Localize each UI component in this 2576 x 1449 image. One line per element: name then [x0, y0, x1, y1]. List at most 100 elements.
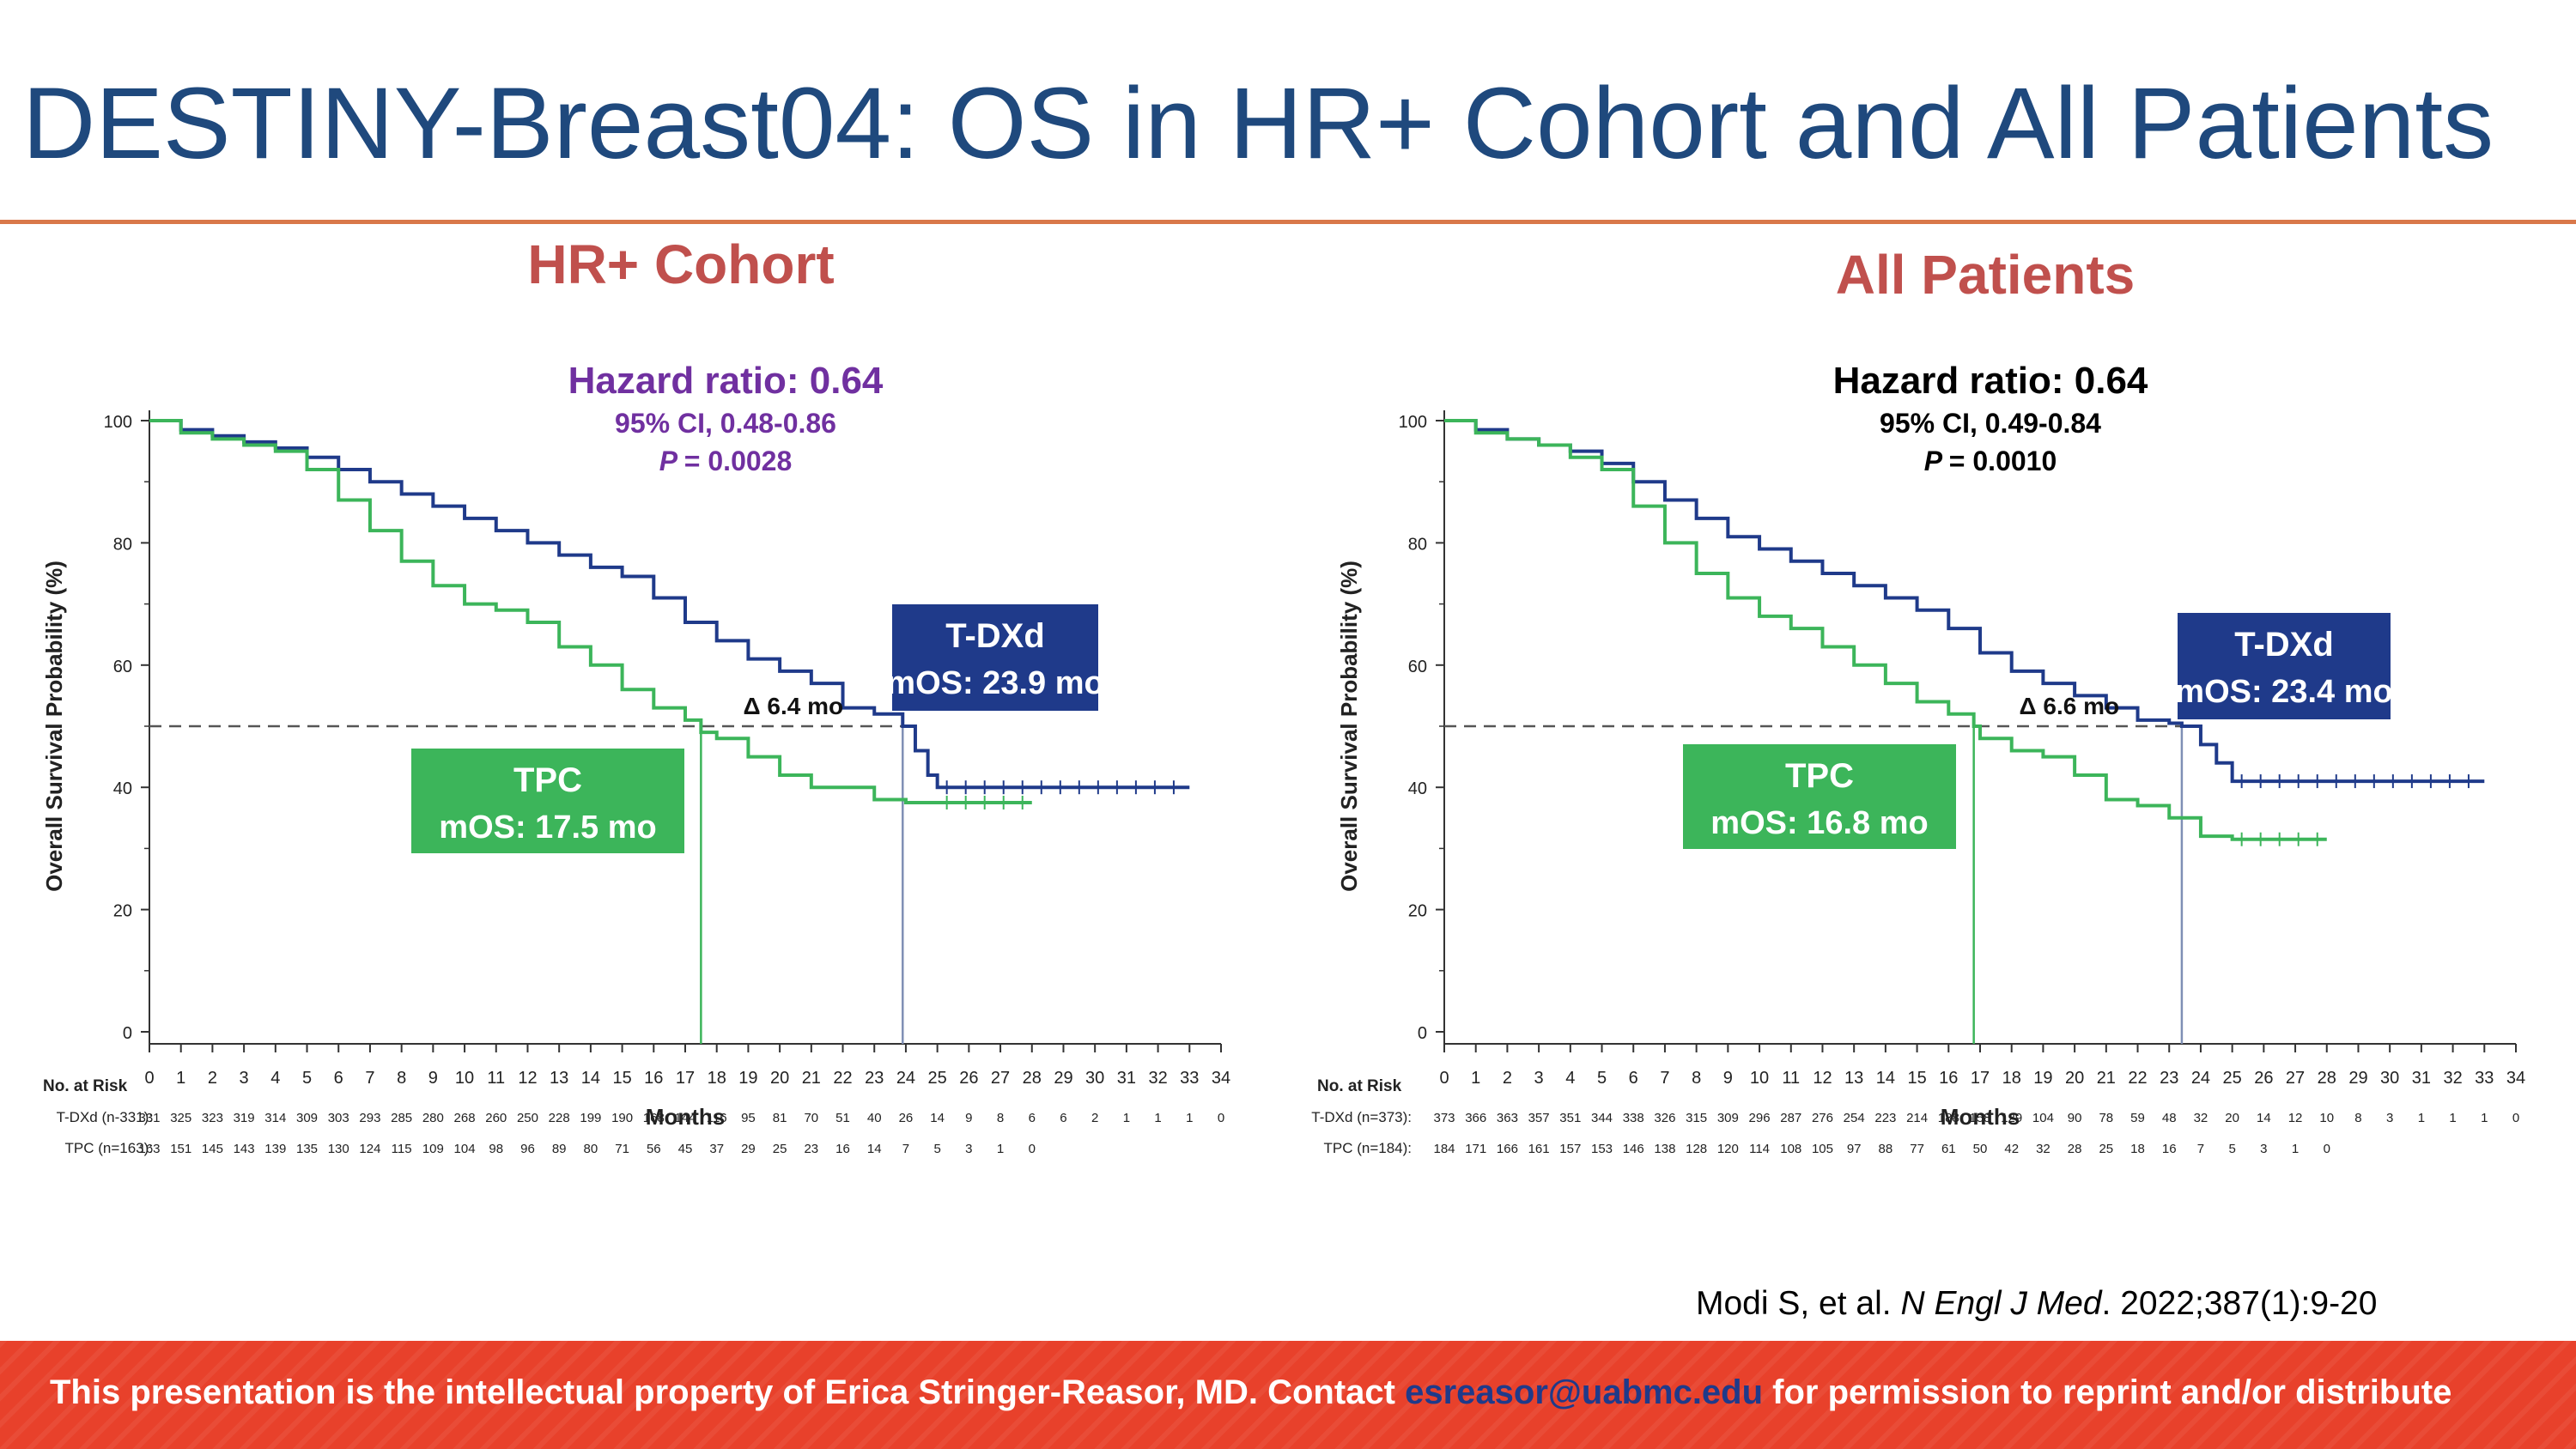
slide-title: DESTINY-Breast04: OS in HR+ Cohort and A… [22, 67, 2494, 180]
hazard-ratio-label: Hazard ratio: 0.64 [568, 360, 884, 402]
x-tick-label: 9 [1723, 1069, 1733, 1088]
citation-journal: N Engl J Med [1900, 1285, 2102, 1322]
risk-count: 45 [678, 1142, 693, 1156]
x-axis-label: Months [1941, 1104, 2020, 1130]
citation: Modi S, et al. N Engl J Med. 2022;387(1)… [1696, 1285, 2377, 1323]
risk-count: 309 [1717, 1111, 1739, 1125]
x-tick-label: 24 [2191, 1069, 2210, 1088]
x-tick-label: 1 [176, 1069, 185, 1088]
x-tick-label: 8 [1692, 1069, 1701, 1088]
risk-count: 1 [1154, 1111, 1161, 1125]
x-tick-label: 20 [2065, 1069, 2084, 1088]
risk-count: 331 [138, 1111, 160, 1125]
x-tick-label: 22 [2128, 1069, 2147, 1088]
x-axis-label: Months [646, 1104, 725, 1130]
x-tick-label: 5 [302, 1069, 312, 1088]
tpc-box-title: TPC [513, 761, 582, 799]
risk-count: 9 [965, 1111, 972, 1125]
risk-count: 120 [1717, 1142, 1739, 1156]
x-tick-label: 22 [833, 1069, 852, 1088]
risk-count: 109 [422, 1142, 444, 1156]
x-tick-label: 9 [428, 1069, 438, 1088]
risk-count: 145 [202, 1142, 223, 1156]
risk-count: 314 [264, 1111, 286, 1125]
risk-count: 18 [2130, 1142, 2145, 1156]
y-axis-label: Overall Survival Probability (%) [1336, 561, 1362, 892]
x-tick-label: 10 [455, 1069, 474, 1088]
risk-count: 163 [138, 1142, 160, 1156]
hazard-ratio-label: Hazard ratio: 0.64 [1833, 360, 2148, 402]
p-value-text: = 0.0010 [1949, 446, 2057, 476]
y-tick-label: 80 [1408, 535, 1427, 554]
risk-count: 6 [1060, 1111, 1066, 1125]
x-tick-label: 12 [1813, 1069, 1832, 1088]
risk-count: 14 [867, 1142, 882, 1156]
risk-count: 77 [1910, 1142, 1924, 1156]
risk-count: 130 [328, 1142, 349, 1156]
risk-count: 97 [1847, 1142, 1862, 1156]
y-tick-label: 20 [113, 902, 132, 921]
risk-count: 260 [485, 1111, 507, 1125]
x-tick-label: 21 [802, 1069, 821, 1088]
risk-count: 161 [1528, 1142, 1550, 1156]
footer-email-link[interactable]: esreasor@uabmc.edu [1405, 1373, 1764, 1411]
x-tick-label: 27 [2286, 1069, 2305, 1088]
risk-count: 5 [2228, 1142, 2235, 1156]
x-tick-label: 14 [581, 1069, 600, 1088]
tpc-median-box [411, 749, 684, 853]
risk-count: 25 [773, 1142, 787, 1156]
hr-cohort-panel: HR+ Cohort Hazard ratio: 0.64 95% CI, 0.48… [0, 225, 1288, 1281]
risk-count: 319 [234, 1111, 255, 1125]
all-patients-km-chart: All Patients Hazard ratio: 0.64 95% CI, 0.… [1311, 244, 2525, 1156]
x-tick-label: 33 [1180, 1069, 1199, 1088]
risk-count: 351 [1559, 1111, 1581, 1125]
risk-count: 309 [296, 1111, 318, 1125]
risk-count: 129 [2001, 1111, 2022, 1125]
risk-count: 3 [2260, 1142, 2267, 1156]
footer-text: This presentation is the intellectual pr… [50, 1373, 2451, 1412]
risk-count: 171 [1465, 1142, 1486, 1156]
footer-bar [0, 1341, 2576, 1449]
risk-count: 0 [2512, 1111, 2519, 1125]
risk-count: 3 [965, 1142, 972, 1156]
risk-count: 16 [2162, 1142, 2177, 1156]
risk-count: 70 [804, 1111, 818, 1125]
y-axis-label: Overall Survival Probability (%) [41, 561, 67, 892]
x-tick-label: 10 [1750, 1069, 1769, 1088]
p-value-label: P = 0.0028 [659, 446, 793, 476]
x-tick-label: 0 [1439, 1069, 1449, 1088]
risk-count: 1 [2481, 1111, 2488, 1125]
risk-count: 16 [835, 1142, 850, 1156]
risk-count: 1 [2418, 1111, 2425, 1125]
risk-count: 48 [2162, 1111, 2177, 1125]
risk-count: 1 [1186, 1111, 1193, 1125]
tdxd-median-box [2178, 613, 2391, 719]
x-tick-label: 2 [1503, 1069, 1512, 1088]
x-tick-label: 34 [2506, 1069, 2525, 1088]
citation-prefix: Modi S, et al. [1696, 1285, 1901, 1322]
risk-count: 90 [2068, 1111, 2082, 1125]
y-tick-label: 40 [113, 779, 132, 798]
risk-row-label: T-DXd (n=373): [1311, 1109, 1412, 1125]
risk-row-label: TPC (n=184): [1323, 1140, 1412, 1156]
x-tick-label: 18 [708, 1069, 726, 1088]
x-tick-label: 25 [2223, 1069, 2242, 1088]
risk-count: 338 [1623, 1111, 1644, 1125]
risk-count: 363 [1497, 1111, 1518, 1125]
risk-count: 108 [1780, 1142, 1801, 1156]
risk-count: 10 [2319, 1111, 2334, 1125]
x-tick-label: 23 [2160, 1069, 2178, 1088]
x-tick-label: 30 [2380, 1069, 2399, 1088]
median-difference-label: Δ 6.4 mo [744, 693, 844, 719]
risk-row-label: TPC (n=163): [64, 1140, 153, 1156]
x-tick-label: 19 [738, 1069, 757, 1088]
hr-cohort-km-chart: HR+ Cohort Hazard ratio: 0.64 95% CI, 0.48… [41, 233, 1230, 1156]
risk-count: 14 [2257, 1111, 2271, 1125]
risk-count: 143 [234, 1142, 255, 1156]
risk-count: 0 [2324, 1142, 2330, 1156]
x-tick-label: 34 [1212, 1069, 1230, 1088]
risk-count: 5 [933, 1142, 940, 1156]
tdxd-median-os-label: mOS: 23.9 mo [886, 665, 1103, 701]
risk-count: 1 [2449, 1111, 2456, 1125]
risk-count: 124 [359, 1142, 380, 1156]
